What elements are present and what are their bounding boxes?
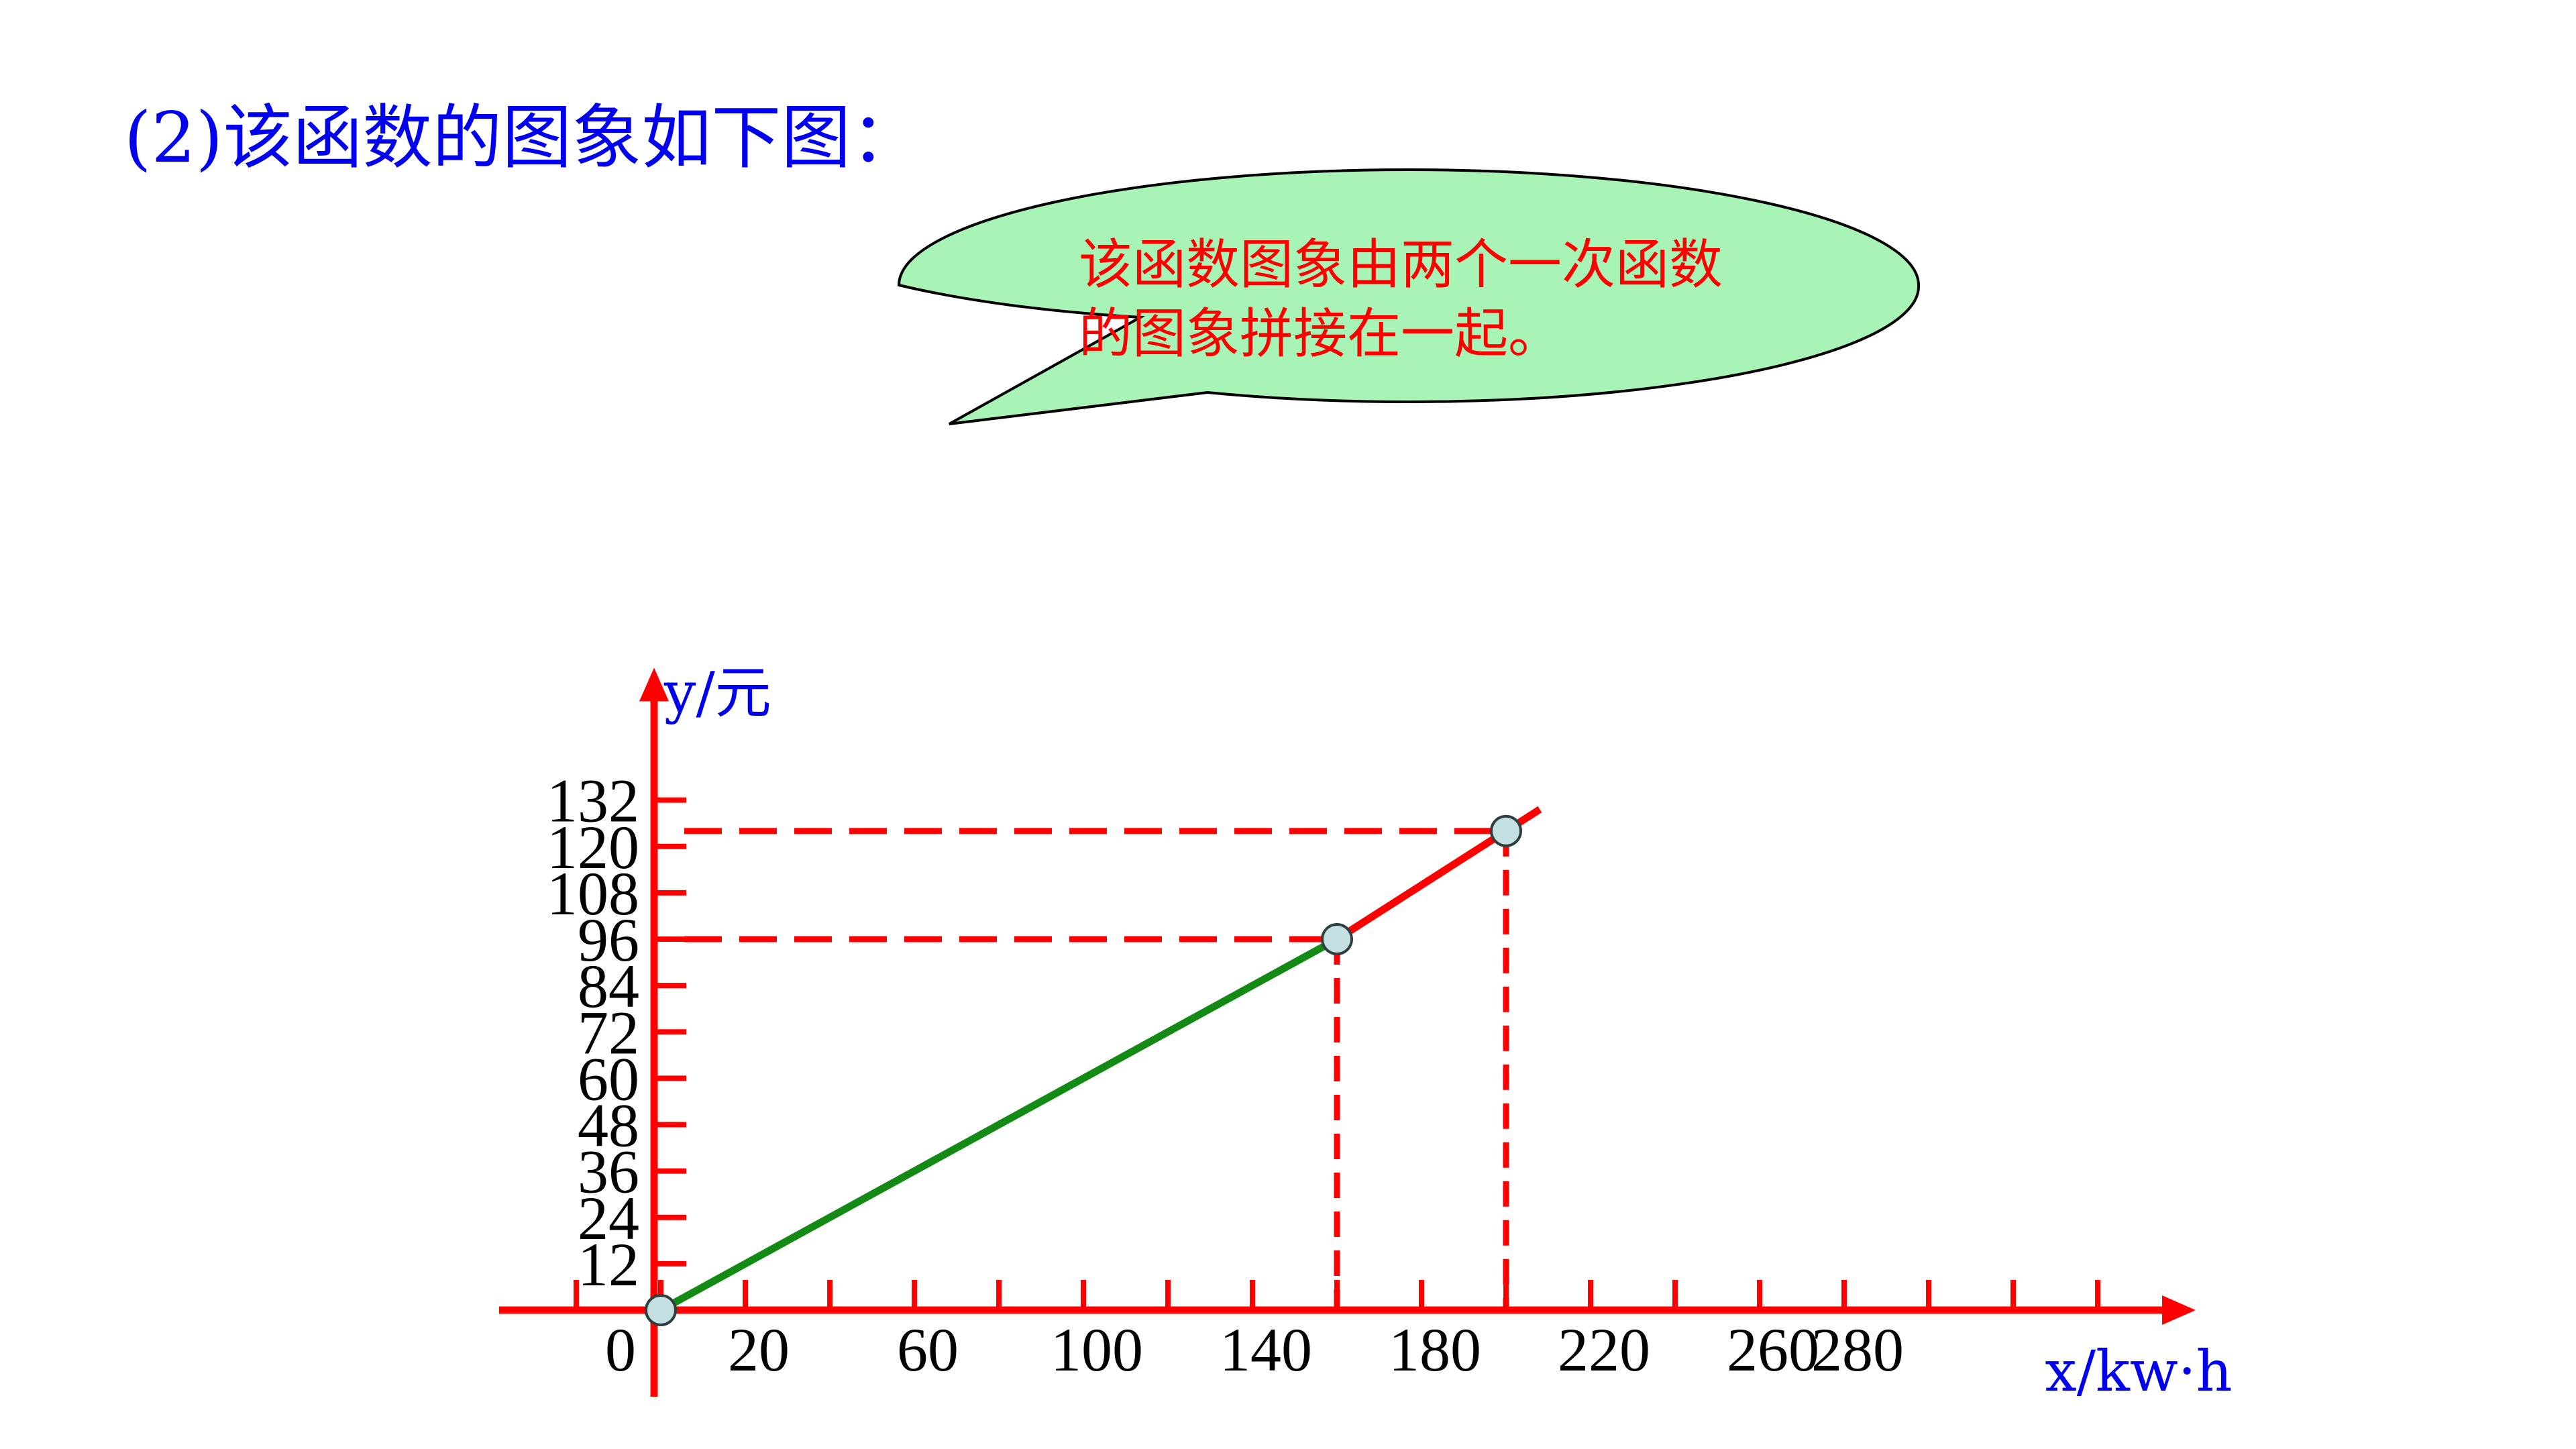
dashed-guide-lines xyxy=(684,828,1509,1310)
x-tick-label: 0 xyxy=(605,1316,636,1384)
function-lines xyxy=(659,806,1542,1313)
y-tick-label: 48 xyxy=(578,1091,639,1160)
key-point-marker xyxy=(645,1294,677,1326)
series-line-1 xyxy=(659,936,1339,1313)
x-tick-label: 60 xyxy=(897,1316,959,1384)
x-tick-label: 220 xyxy=(1558,1316,1650,1384)
x-tick-label: 20 xyxy=(728,1316,790,1384)
x-axis-arrowhead xyxy=(2162,1295,2196,1325)
callout-text-line-2: 的图象拼接在一起。 xyxy=(1079,303,1562,365)
x-axis-label: x/kw·h xyxy=(2045,1338,2232,1404)
x-tick-label: 280 xyxy=(1811,1316,1904,1384)
y-axis-arrowhead xyxy=(639,667,669,702)
key-point-marker xyxy=(1321,923,1353,956)
y-tick-label: 24 xyxy=(578,1184,639,1252)
callout-bubble-shape xyxy=(897,168,1921,425)
key-point-marker xyxy=(1490,814,1522,847)
y-tick-marks xyxy=(654,797,686,1267)
callout-bubble: 该函数图象由两个一次函数 的图象拼接在一起。 xyxy=(897,168,1921,425)
key-points xyxy=(645,814,1522,1326)
y-tick-label: 108 xyxy=(547,859,639,928)
y-tick-label: 12 xyxy=(578,1230,639,1299)
y-tick-label: 84 xyxy=(578,952,639,1020)
y-axis-label: y/元 xyxy=(663,659,771,725)
y-tick-label: 120 xyxy=(547,813,639,881)
y-tick-label: 132 xyxy=(547,767,639,835)
callout-text-line-1: 该函数图象由两个一次函数 xyxy=(1079,233,1723,296)
x-tick-marks xyxy=(574,1280,2100,1310)
y-tick-label: 96 xyxy=(578,906,639,974)
x-tick-label: 100 xyxy=(1051,1316,1143,1384)
y-tick-label: 60 xyxy=(578,1044,639,1113)
x-tick-label: 260 xyxy=(1727,1316,1819,1384)
y-tick-label: 72 xyxy=(578,998,639,1067)
x-tick-label: 180 xyxy=(1389,1316,1481,1384)
slide-heading: (2)该函数的图象如下图： xyxy=(124,97,921,178)
y-tick-label: 36 xyxy=(578,1138,639,1206)
x-tick-label: 140 xyxy=(1220,1316,1312,1384)
